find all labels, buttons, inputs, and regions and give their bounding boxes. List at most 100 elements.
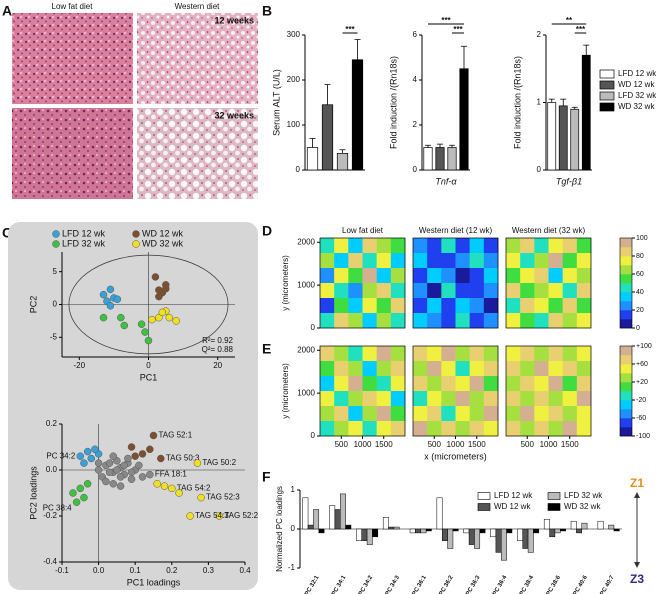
heatmap-cell xyxy=(348,421,363,437)
histology-image xyxy=(137,108,258,199)
x-axis-label: Tnf-α xyxy=(435,176,457,186)
panel-label: F xyxy=(262,469,271,485)
x-tick-label: 1000 xyxy=(354,440,372,449)
heatmap-cell xyxy=(413,406,428,422)
point xyxy=(94,466,103,474)
heatmap-cell xyxy=(469,298,485,314)
legend-label: LFD 12 wk xyxy=(62,228,106,238)
point-label: TAG 54:2 xyxy=(177,484,211,493)
x-tick-label: 0.4 xyxy=(239,566,251,575)
heatmap-cell xyxy=(576,421,592,437)
point xyxy=(117,313,125,322)
x-tick-label: PC 36:3 xyxy=(465,574,482,594)
heatmap-cell xyxy=(362,361,377,377)
colorbar-segment xyxy=(620,427,632,437)
heatmap-cell xyxy=(348,283,363,299)
heatmap-cell xyxy=(334,406,349,422)
heatmap-cell xyxy=(506,376,521,392)
heatmap-cell xyxy=(562,298,578,314)
legend-label: WD 12 wk xyxy=(618,80,655,89)
point xyxy=(175,489,183,497)
y-axis-label: y (micrometers) xyxy=(281,363,290,419)
y-axis-label: PC2 loadings xyxy=(28,466,38,520)
bar xyxy=(321,104,334,171)
y-tick-label: 1 xyxy=(537,98,542,107)
x-tick-label: PC 38:6 xyxy=(546,574,563,594)
heatmap-cell xyxy=(562,313,578,329)
point-label: TAG 52:1 xyxy=(159,431,193,440)
legend-swatch xyxy=(599,69,615,79)
legend-label: WD 12 wk xyxy=(494,502,531,511)
colorbar-tick-label: -60 xyxy=(636,415,646,422)
y-tick-label: 1000 xyxy=(297,388,315,397)
heatmap-cell xyxy=(427,253,442,269)
bar xyxy=(581,54,591,171)
histology-image xyxy=(137,13,258,104)
bar xyxy=(468,528,475,545)
map-frame xyxy=(505,237,592,329)
y-axis-label: Fold induction /(Rn18s) xyxy=(512,56,522,149)
point xyxy=(83,480,92,488)
heatmap-cell xyxy=(376,421,392,437)
heatmap-cell xyxy=(483,298,499,314)
heatmap-cell xyxy=(534,406,549,422)
point xyxy=(162,285,170,293)
significance-label: *** xyxy=(441,16,451,25)
panel-label: B xyxy=(262,3,272,19)
heatmap-cell xyxy=(320,376,335,392)
y-tick-label: 2000 xyxy=(297,237,315,246)
colorbar-segment xyxy=(620,373,632,383)
heatmap-cell xyxy=(469,283,485,299)
x-tick-label: 0.0 xyxy=(93,566,105,575)
heatmap-cell xyxy=(469,391,485,407)
bar xyxy=(361,528,368,541)
x-tick-label: 500 xyxy=(335,440,349,449)
colorbar-tick-label: 80 xyxy=(636,253,644,260)
heatmap-cell xyxy=(534,268,549,284)
x-tick-label: 20 xyxy=(213,361,222,370)
bar xyxy=(366,528,373,545)
heatmap-cell xyxy=(506,346,521,362)
legend-swatch xyxy=(477,492,491,500)
map-frame xyxy=(412,237,499,329)
heatmap-cell xyxy=(534,313,549,329)
heatmap-cell xyxy=(376,283,392,299)
heatmap-cell xyxy=(376,346,392,362)
x-tick-label: 0.3 xyxy=(203,566,215,575)
x-tick-label: PC 36:1 xyxy=(412,574,429,594)
colorbar-segment xyxy=(620,238,632,248)
point xyxy=(137,320,146,328)
point xyxy=(158,308,167,317)
point xyxy=(160,482,169,490)
heatmap-cell xyxy=(548,283,563,299)
x-tick-label: 1000 xyxy=(447,440,465,449)
heatmap-cell xyxy=(427,238,442,254)
colorbar-tick-label: +100 xyxy=(636,343,652,350)
colorbar-segment xyxy=(620,265,632,275)
point-label: TAG 50:3 xyxy=(166,454,200,463)
error-bar xyxy=(560,98,567,106)
heatmap-cell xyxy=(441,298,456,314)
heatmap-cell xyxy=(441,283,456,299)
heatmap-cell xyxy=(320,406,335,422)
bar xyxy=(425,528,432,532)
heatmap-cell xyxy=(413,238,428,254)
point xyxy=(155,292,163,301)
x-tick-label: 1000 xyxy=(540,440,558,449)
y-axis-label: Normalized PC loadings xyxy=(275,486,284,572)
heatmap-cell xyxy=(576,238,592,254)
error-bar xyxy=(309,138,316,148)
x-tick-label: PC 36:4 xyxy=(492,574,509,594)
colorbar-segment xyxy=(620,247,632,257)
point xyxy=(197,493,205,502)
heatmap-cell xyxy=(548,238,563,254)
heatmap-cell xyxy=(469,268,485,284)
point xyxy=(138,473,147,481)
point xyxy=(91,445,99,454)
bar xyxy=(409,528,416,534)
heatmap-cell xyxy=(520,268,535,284)
x-tick-label: 500 xyxy=(428,440,442,449)
y-tick-label: 0 xyxy=(311,431,316,440)
heatmap-cell xyxy=(483,346,499,362)
